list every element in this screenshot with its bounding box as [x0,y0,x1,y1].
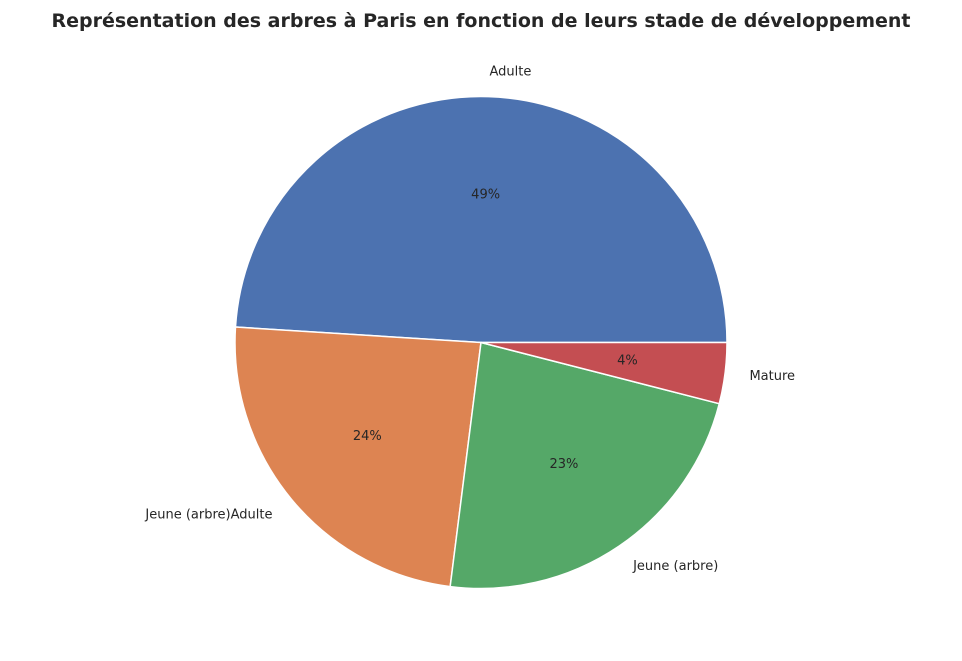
slice-label-jeune-arbre-adulte: Jeune (arbre)Adulte [144,507,272,522]
slice-percent-adulte: 49% [471,187,500,202]
slice-percent-jeune-arbre: 23% [550,457,579,472]
chart-title: Représentation des arbres à Paris en fon… [51,10,910,32]
pie-labels: Adulte 49% Jeune (arbre)Adulte 24% Jeune (ar… [144,65,795,574]
slice-percent-jeune-arbre-adulte: 24% [353,429,382,444]
pie-slice-adulte [234,95,728,344]
slice-label-mature: Mature [749,369,795,384]
pie-slices [234,95,728,590]
slice-label-adulte: Adulte [489,65,531,80]
pie-slice-mature [480,341,728,405]
pie-slice-jeune-arbre-adulte [234,326,482,588]
pie-slice-jeune-arbre [449,341,721,590]
slice-percent-mature: 4% [617,353,638,368]
slice-label-jeune-arbre: Jeune (arbre) [632,559,718,574]
